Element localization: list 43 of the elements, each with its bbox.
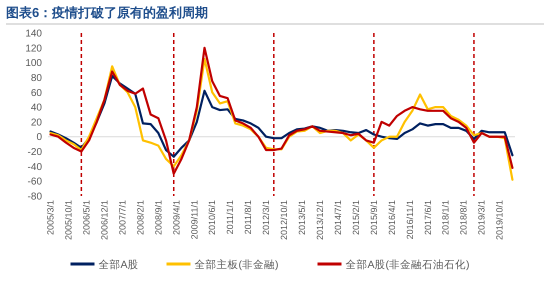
y-tick-label: 140 [25, 28, 42, 40]
x-tick-label: 2015/2/1 [350, 200, 361, 236]
x-tick-label: 2012/10/1 [279, 200, 290, 240]
y-tick-label: -80 [28, 192, 42, 202]
x-tick-label: 2005/10/1 [64, 200, 74, 240]
line-series [49, 74, 514, 158]
x-tick-label: 2011/8/1 [243, 200, 254, 234]
y-tick-label: 60 [30, 88, 42, 99]
x-tick-label: 2007/7/1 [117, 200, 128, 236]
chart-title: 图表6：疫情打破了原有的盈利周期 [6, 5, 208, 20]
x-tick-label: 2006/12/1 [99, 200, 110, 240]
x-tick-label: 2017/6/1 [422, 200, 433, 236]
x-tick-label: 2005/3/1 [46, 200, 56, 236]
y-tick-label: 120 [25, 43, 42, 54]
legend-label: 全部A股 [98, 258, 139, 271]
y-tick-label: 0 [36, 132, 42, 144]
x-tick-label: 2019/3/1 [476, 200, 487, 236]
x-tick-label: 2008/9/1 [153, 200, 164, 236]
legend-label: 全部主板(非金融) [194, 258, 278, 271]
legend-label: 全部A股(非金融石油石化) [346, 258, 470, 271]
y-tick-label: 80 [30, 72, 42, 84]
x-tick-label: 2019/10/1 [494, 200, 505, 240]
y-tick-label: 40 [30, 102, 42, 114]
x-tick-label: 2009/11/1 [189, 200, 200, 240]
x-tick-label: 2013/12/1 [314, 200, 325, 240]
x-tick-label: 2008/2/1 [135, 200, 146, 236]
x-tick-label: 2011/1/1 [225, 200, 236, 234]
x-tick-label: 2016/4/1 [386, 200, 397, 236]
x-tick-label: 2013/5/1 [297, 200, 308, 236]
y-tick-label: 20 [30, 117, 42, 128]
x-tick-label: 2015/9/1 [368, 200, 379, 236]
x-tick-label: 2010/6/1 [207, 200, 218, 236]
y-tick-label: -60 [28, 176, 42, 188]
y-tick-label: 100 [25, 58, 42, 70]
x-tick-label: 2018/1/1 [440, 200, 451, 236]
x-tick-label: 2009/4/1 [171, 200, 182, 236]
x-tick-label: 2012/3/1 [261, 200, 272, 236]
x-tick-label: 2014/7/1 [332, 200, 343, 236]
y-tick-label: -40 [28, 162, 42, 173]
y-tick-label: -20 [28, 147, 42, 158]
x-tick-label: 2016/11/1 [404, 200, 415, 240]
x-tick-label: 2006/5/1 [81, 200, 92, 236]
x-tick-label: 2018/8/1 [458, 200, 469, 236]
